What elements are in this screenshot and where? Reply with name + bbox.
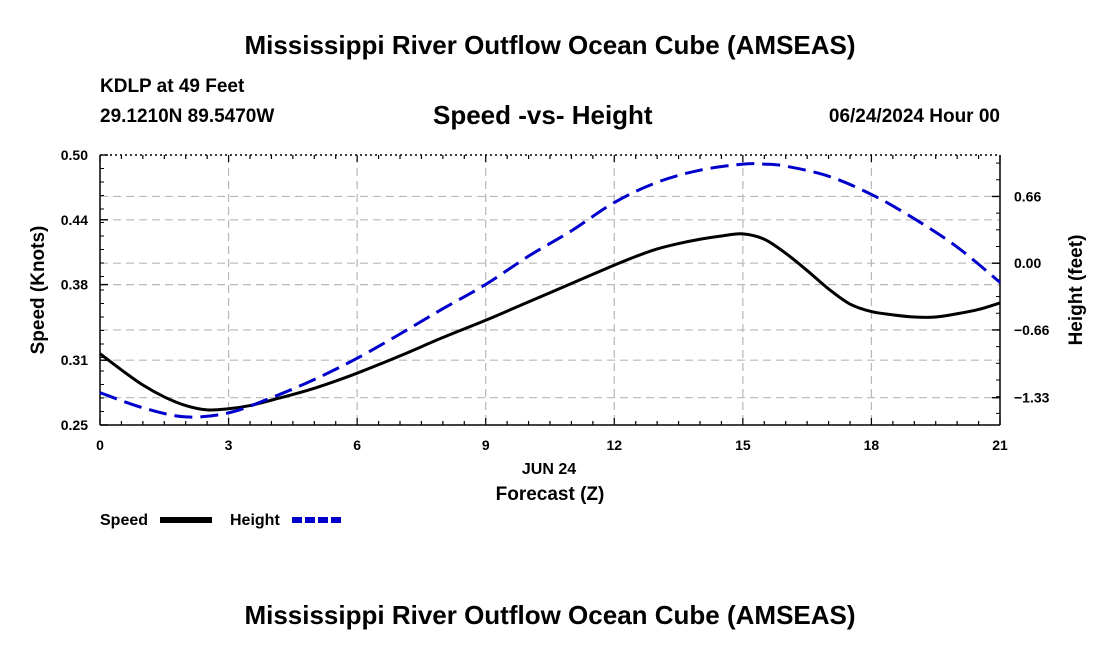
x-axis-sublabel: JUN 24 — [522, 461, 576, 478]
x-tick-label: 18 — [864, 437, 880, 453]
x-tick-label: 6 — [353, 437, 361, 453]
y-tick-label: 0.50 — [61, 147, 88, 163]
chart-subtitle: Speed -vs- Height — [433, 100, 653, 130]
x-tick-label: 15 — [735, 437, 751, 453]
chart-main-title: Mississippi River Outflow Ocean Cube (AM… — [244, 30, 856, 60]
legend-label-height: Height — [230, 512, 280, 529]
y2-tick-label: −0.66 — [1014, 322, 1050, 338]
y-tick-label: 0.31 — [61, 352, 88, 368]
y2-axis-title: Height (feet) — [1066, 235, 1087, 346]
legend-label-speed: Speed — [100, 512, 148, 529]
station-label: KDLP at 49 Feet — [100, 76, 245, 97]
y-axis-title: Speed (Knots) — [28, 226, 49, 355]
y-tick-label: 0.38 — [61, 277, 88, 293]
forecast-datetime: 06/24/2024 Hour 00 — [828, 106, 1000, 127]
y-tick-label: 0.44 — [61, 212, 88, 228]
x-tick-label: 21 — [992, 437, 1008, 453]
x-tick-label: 3 — [225, 437, 233, 453]
y2-tick-label: −1.33 — [1014, 390, 1050, 406]
footer-title: Mississippi River Outflow Ocean Cube (AM… — [244, 600, 856, 630]
x-tick-label: 9 — [482, 437, 490, 453]
y-tick-label: 0.25 — [61, 417, 88, 433]
x-tick-label: 12 — [606, 437, 622, 453]
series-line-height — [99, 162, 1001, 419]
y2-tick-label: 0.00 — [1014, 255, 1041, 271]
x-tick-label: 0 — [96, 437, 104, 453]
series-line-speed — [99, 232, 1001, 412]
x-axis-title: Forecast (Z) — [496, 484, 605, 505]
y2-tick-label: 0.66 — [1014, 188, 1041, 204]
coordinates-label: 29.1210N 89.5470W — [100, 106, 275, 127]
